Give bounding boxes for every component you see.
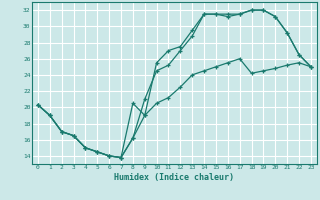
X-axis label: Humidex (Indice chaleur): Humidex (Indice chaleur) [115, 173, 234, 182]
